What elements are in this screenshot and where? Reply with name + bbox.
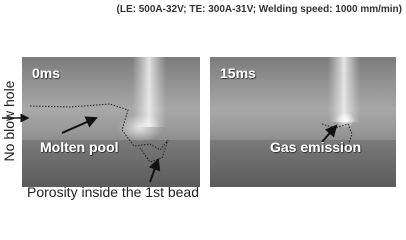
figure: (LE: 500A-32V; TE: 300A-31V; Welding spe… xyxy=(1,4,402,200)
side-label: No blow hole xyxy=(1,80,17,161)
panel-right: 15ms Gas emission xyxy=(210,57,396,187)
panel-left: 0ms Molten pool xyxy=(2,57,200,187)
caption: Porosity inside the 1st bead xyxy=(27,184,199,200)
page: (LE: 500A-32V; TE: 300A-31V; Welding spe… xyxy=(1,4,402,200)
panel-time: 15ms xyxy=(220,65,256,81)
panel-label: Molten pool xyxy=(40,139,119,155)
panel-label: Gas emission xyxy=(270,139,361,155)
conditions: (LE: 500A-32V; TE: 300A-31V; Welding spe… xyxy=(117,4,402,15)
panel-time: 0ms xyxy=(32,65,60,81)
